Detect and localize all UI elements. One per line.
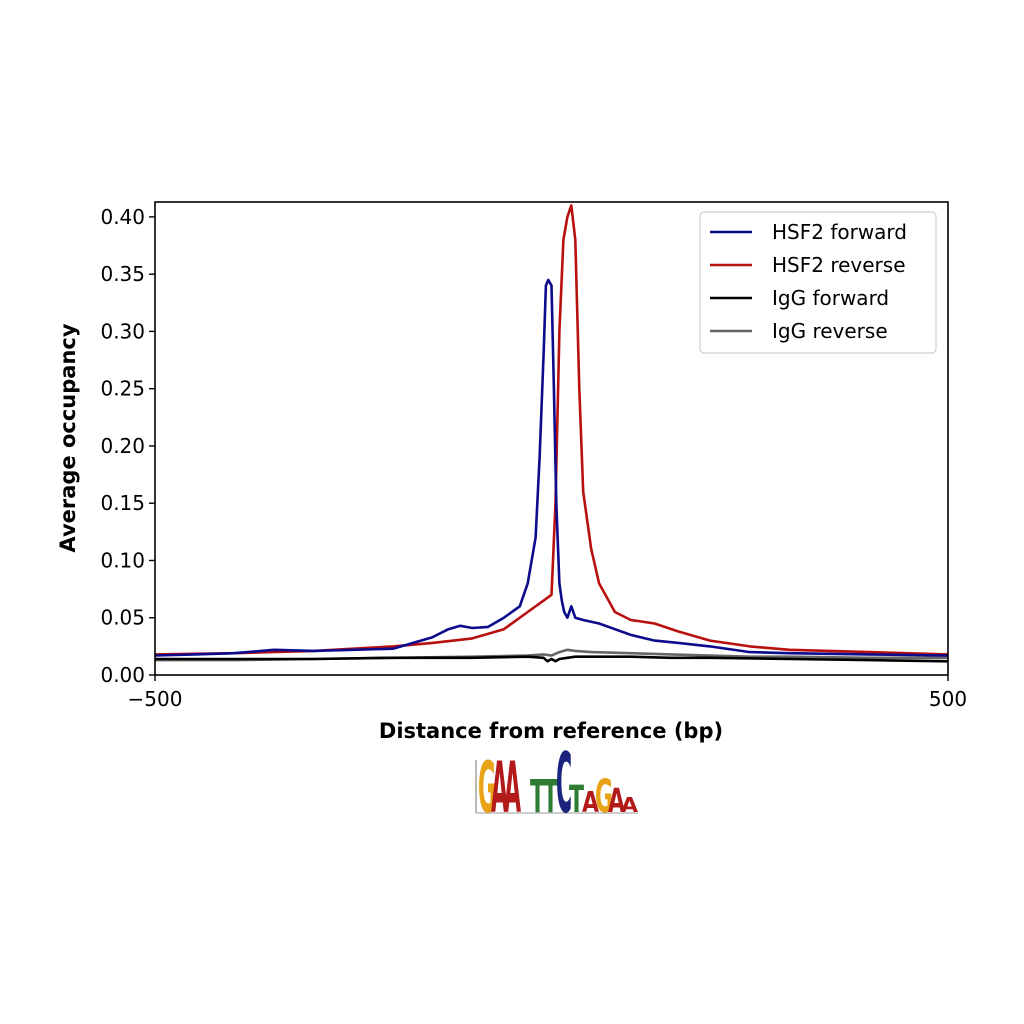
motif-letter: A xyxy=(582,786,599,820)
x-axis-label: Distance from reference (bp) xyxy=(379,719,723,743)
motif-letter: G xyxy=(478,749,496,830)
y-tick-label: 0.25 xyxy=(100,377,145,401)
y-tick-label: 0.10 xyxy=(100,548,145,572)
motif-letter: A xyxy=(608,781,625,820)
motif-letter: A xyxy=(621,794,639,818)
series-line-2 xyxy=(155,655,948,663)
y-tick-label: 0.40 xyxy=(100,205,145,229)
series-line-0 xyxy=(155,278,948,657)
x-tick-label: 500 xyxy=(929,687,967,711)
plot-frame xyxy=(154,201,949,676)
x-axis: −500 500 xyxy=(128,675,967,711)
motif-letter: T xyxy=(569,779,584,822)
y-axis: 0.00 0.05 0.10 0.15 0.20 0.25 0.30 0.35 0.40 xyxy=(100,205,155,687)
legend-entry-label: HSF2 reverse xyxy=(772,253,906,277)
series-line-1 xyxy=(155,204,948,656)
plot-area xyxy=(154,201,949,676)
legend-entry-label: HSF2 forward xyxy=(772,220,907,244)
motif-letter: A xyxy=(504,749,521,830)
motif-letter: G xyxy=(595,771,613,823)
y-tick-label: 0.20 xyxy=(100,434,145,458)
y-tick-label: 0.35 xyxy=(100,262,145,286)
y-tick-label: 0.30 xyxy=(100,319,145,343)
y-axis-label: Average occupancy xyxy=(56,323,80,552)
legend-entry-label: IgG reverse xyxy=(772,319,888,343)
motif-letter: T xyxy=(530,771,545,823)
motif-letter: T xyxy=(543,771,558,823)
y-tick-label: 0.15 xyxy=(100,491,145,515)
legend: HSF2 forward HSF2 reverse IgG forward IgG r… xyxy=(699,211,937,354)
y-tick-label: 0.05 xyxy=(100,606,145,630)
motif-letter: A xyxy=(491,749,508,830)
y-tick-label: 0.00 xyxy=(100,663,145,687)
legend-box xyxy=(699,211,937,354)
x-tick-label: −500 xyxy=(128,687,183,711)
motif-letter: C xyxy=(556,737,572,833)
legend-entry-label: IgG forward xyxy=(772,286,889,310)
